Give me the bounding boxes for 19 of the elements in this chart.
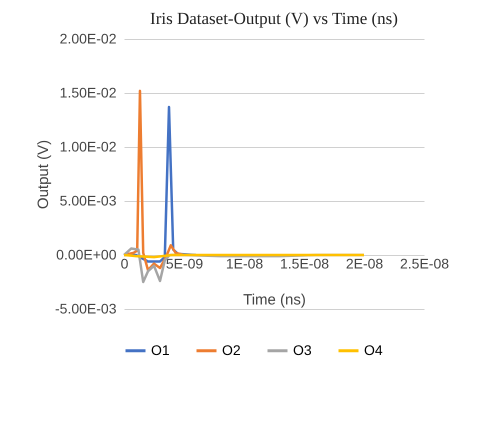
y-tick-label: 2.00E-02 — [60, 30, 117, 46]
y-tick-label: -5.00E-03 — [55, 300, 117, 316]
legend-label: O2 — [222, 342, 241, 358]
y-tick-label: 1.00E-02 — [60, 138, 117, 154]
y-tick-label: 0.00E+00 — [56, 246, 117, 262]
chart-title: Iris Dataset-Output (V) vs Time (ns) — [150, 9, 398, 28]
y-tick-label: 1.50E-02 — [60, 84, 117, 100]
legend-label: O1 — [151, 342, 170, 358]
x-tick-label: 1.5E-08 — [280, 256, 330, 272]
x-tick-label: 5E-09 — [166, 256, 204, 272]
x-axis-title: Time (ns) — [243, 292, 306, 308]
y-axis-title: Output (V) — [35, 140, 52, 210]
x-tick-label: 0 — [120, 256, 129, 272]
y-tick-label: 5.00E-03 — [60, 192, 117, 208]
legend-label: O4 — [364, 342, 383, 358]
x-tick-label: 2E-08 — [346, 256, 384, 272]
x-tick-label: 2.5E-08 — [400, 256, 450, 272]
x-tick-label: 1E-08 — [226, 256, 264, 272]
legend-label: O3 — [293, 342, 312, 358]
